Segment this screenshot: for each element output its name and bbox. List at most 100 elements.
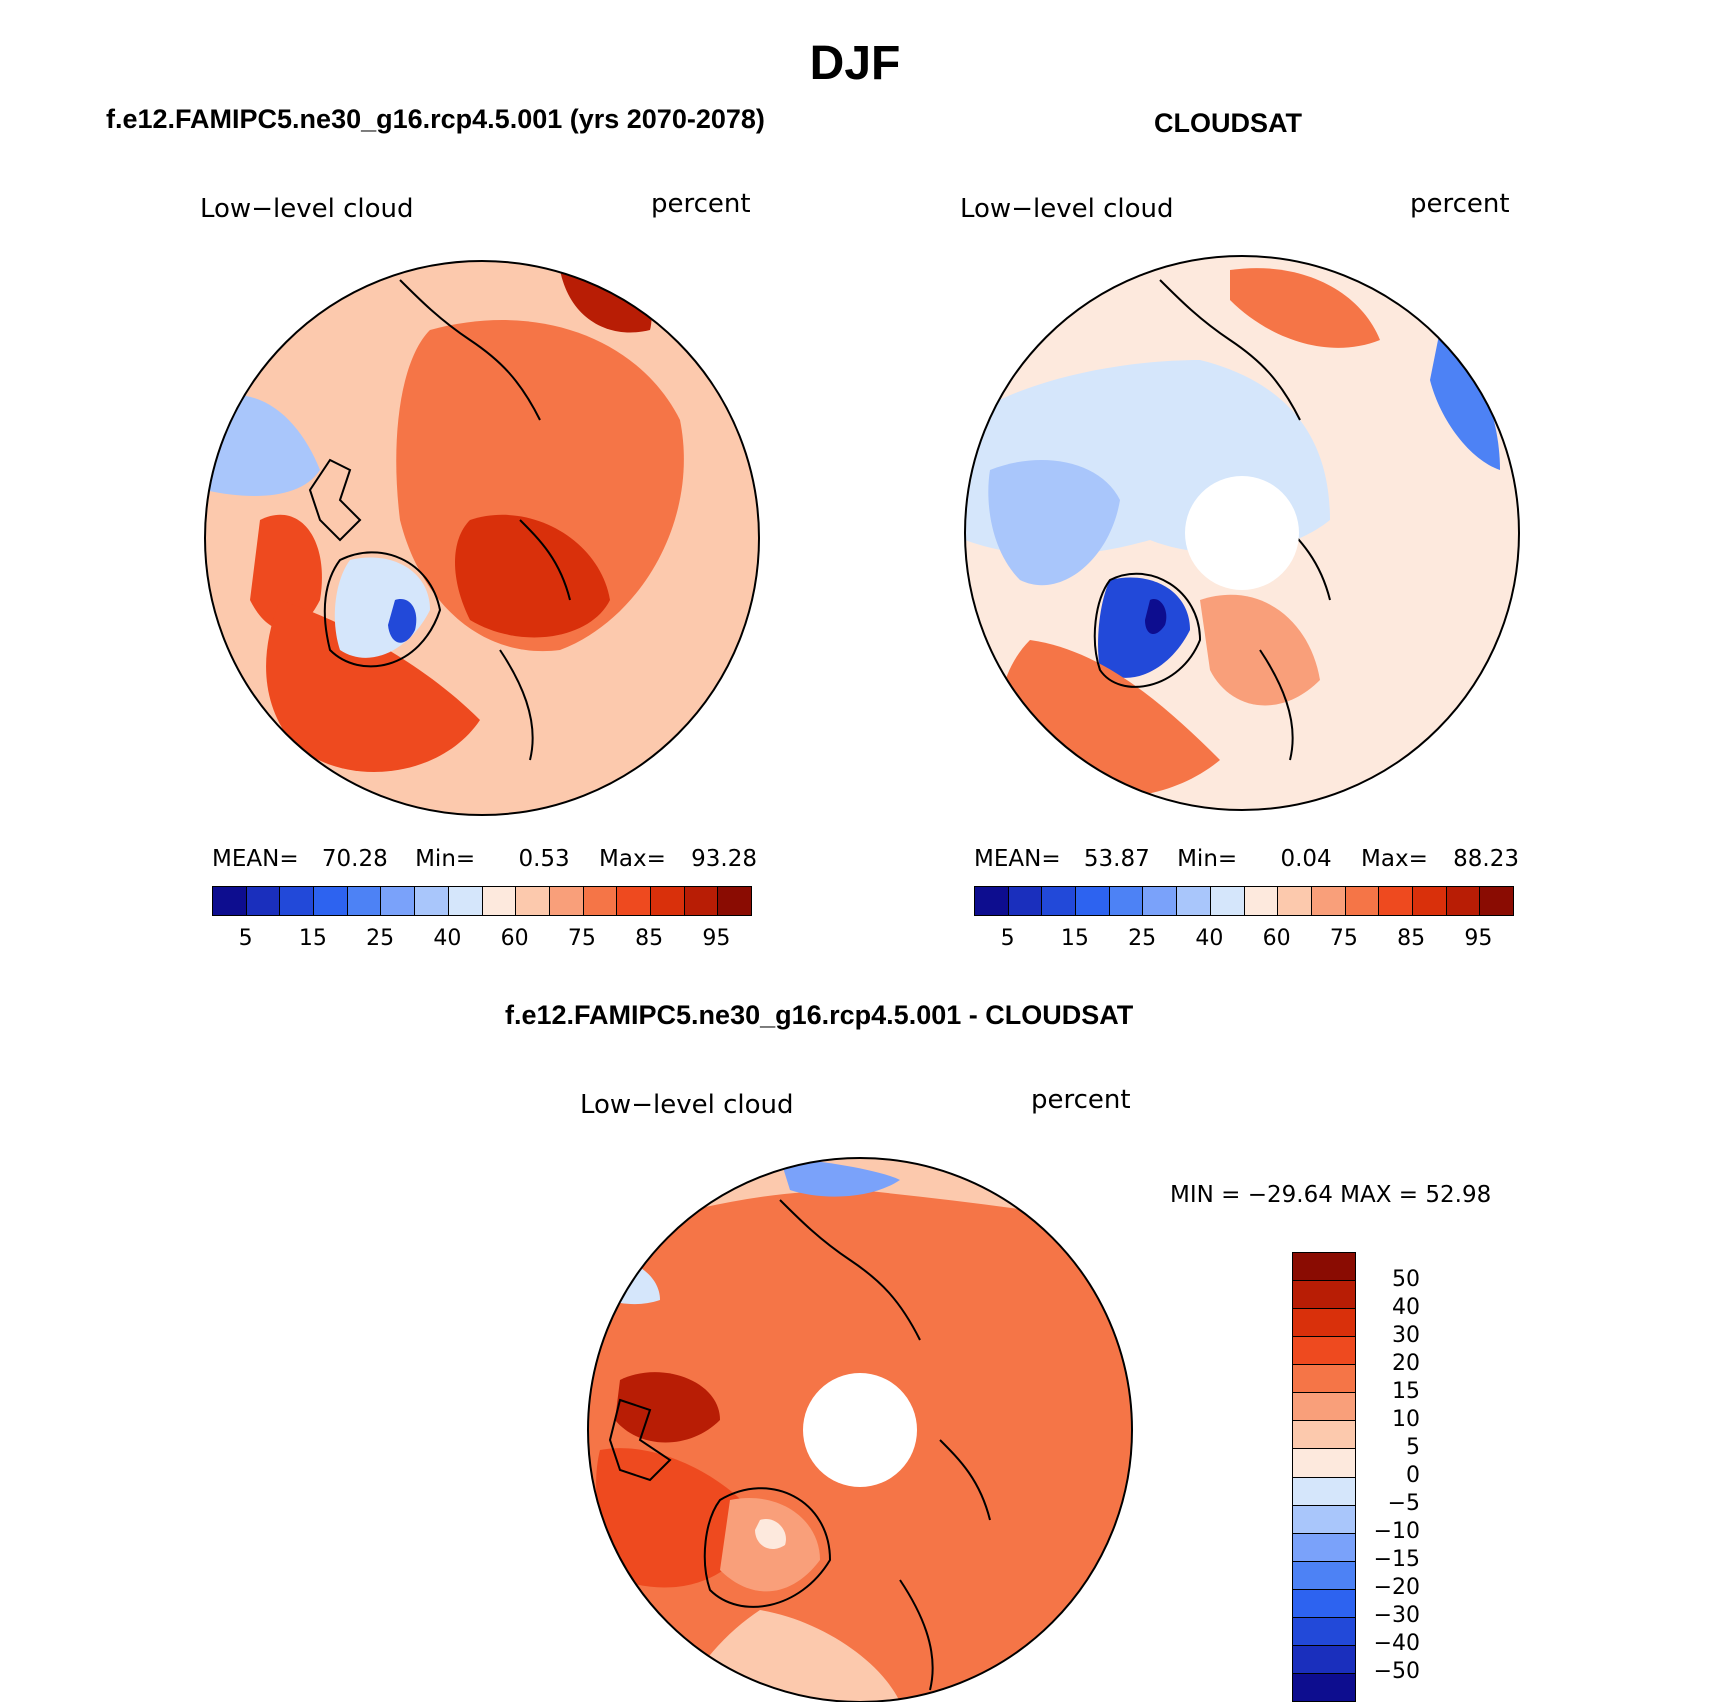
panel2-colorbar — [974, 886, 1514, 916]
panel3-colorbar-box — [1293, 1504, 1355, 1533]
panel1-colorbar-box — [683, 887, 718, 915]
panel3-colorbar-tick-label: 10 — [1392, 1407, 1420, 1432]
panel2-colorbar-box — [1277, 887, 1311, 915]
panel1-colorbar-tick-label: 60 — [500, 926, 529, 951]
panel3-colorbar-box — [1293, 1588, 1355, 1617]
panel2-colorbar-tick-label: 75 — [1329, 926, 1358, 951]
panel2-colorbar-box — [1209, 887, 1244, 915]
panel3-colorbar-tick-label: 15 — [1392, 1379, 1420, 1404]
panel2-colorbar-box — [1176, 887, 1210, 915]
panel3-colorbar-box — [1293, 1308, 1355, 1337]
panel2-colorbar-box — [1108, 887, 1143, 915]
panel2-min-label: Min= — [1177, 846, 1238, 872]
panel1-atlantic-region — [266, 600, 480, 773]
panel3-colorbar-box — [1293, 1253, 1355, 1281]
panel2-colorbar-tick-label: 85 — [1397, 926, 1426, 951]
panel1-colorbar-box — [380, 887, 415, 915]
panel3-title: f.e12.FAMIPC5.ne30_g16.rcp4.5.001 - CLOU… — [505, 1000, 1134, 1030]
panel2-colorbar-box — [1041, 887, 1076, 915]
panel2-mean-value: 53.87 — [1083, 846, 1150, 872]
panel2-colorbar-box — [1411, 887, 1446, 915]
panel3-continent-outlines — [779, 1199, 991, 1691]
panel1-title: f.e12.FAMIPC5.ne30_g16.rcp4.5.001 (yrs 2… — [106, 104, 765, 134]
panel1-greenland-min — [388, 599, 417, 643]
panel1-map-border — [204, 260, 760, 816]
panel1-colorbar-tick-label: 5 — [238, 926, 253, 951]
panel2-greenland-min — [1098, 577, 1190, 678]
panel1-colorbar-box — [245, 887, 280, 915]
panel1-stats: MEAN= 70.28 Min= 0.53 Max= 93.28 — [212, 846, 757, 872]
panel3-map-border — [587, 1157, 1133, 1702]
panel3-colorbar-tick-label: 5 — [1406, 1435, 1420, 1460]
panel2-colorbar-box — [1142, 887, 1177, 915]
panel2-colorbar-tick-label: 60 — [1262, 926, 1291, 951]
panel2-colorbar-box — [1479, 887, 1513, 915]
panel1-colorbar-tick-label: 95 — [702, 926, 731, 951]
panel2-colorbar-box — [1075, 887, 1109, 915]
panel1-coastline — [308, 458, 362, 542]
panel2-colorbar-box — [1344, 887, 1379, 915]
panel3-colorbar-tick-label: 40 — [1392, 1295, 1420, 1320]
panel3-colorbar-tick-label: −10 — [1373, 1519, 1420, 1544]
panel3-variable-label: Low−level cloud — [580, 1090, 794, 1120]
panel2-colorbar-box — [1007, 887, 1042, 915]
panel1-colorbar-tick-label: 25 — [366, 926, 395, 951]
panel3-colorbar-tick-label: −40 — [1373, 1631, 1420, 1656]
panel1-greenland-coast — [323, 551, 442, 668]
panel2-colorbar-box — [975, 887, 1008, 915]
panel3-colorbar-tick-label: −50 — [1373, 1659, 1420, 1684]
panel3-north-blue — [780, 1158, 900, 1197]
panel3-canada-hot — [596, 1448, 760, 1588]
panel3-colorbar-tick-label: 50 — [1392, 1267, 1420, 1292]
panel3-colorbar-tick-label: −30 — [1373, 1603, 1420, 1628]
panel2-pacific-warm — [1230, 268, 1380, 348]
panel3-colorbar-tick-label: −5 — [1387, 1491, 1420, 1516]
panel2-canada-blue — [988, 460, 1120, 586]
panel1-min-value: 0.53 — [518, 846, 570, 872]
panel1-colorbar-box — [616, 887, 650, 915]
panel3-colorbar-box — [1293, 1420, 1355, 1449]
panel3-colorbar-box — [1293, 1672, 1355, 1701]
panel3-colorbar-box — [1293, 1364, 1355, 1393]
panel2-max-label: Max= — [1361, 846, 1428, 872]
panel2-polar-gap — [1185, 476, 1299, 590]
panel3-stats: MIN = −29.64 MAX = 52.98 — [1170, 1182, 1492, 1208]
panel2-stats: MEAN= 53.87 Min= 0.04 Max= 88.23 — [974, 846, 1519, 872]
panel2-colorbar-box — [1310, 887, 1345, 915]
panel2-units-label: percent — [1410, 189, 1510, 219]
panel2-colorbar-tick-label: 5 — [1000, 926, 1015, 951]
panel2-greenland-core — [1145, 599, 1167, 635]
panel3-colorbar-box — [1293, 1448, 1355, 1477]
panel1-min-label: Min= — [415, 846, 476, 872]
panel2-colorbar-ticks: 5 15 25 40 60 75 85 95 — [974, 926, 1512, 954]
panel3-colorbar — [1292, 1252, 1356, 1702]
panel3-hot-spot — [615, 1372, 720, 1443]
panel2-colorbar-tick-label: 95 — [1464, 926, 1493, 951]
panel1-colorbar-box — [346, 887, 381, 915]
panel2-title: CLOUDSAT — [1154, 108, 1302, 138]
figure-title: DJF — [809, 37, 901, 90]
panel3-greenland-light — [755, 1519, 786, 1550]
panel2-pacific-blue — [1430, 330, 1500, 470]
panel3-colorbar-tick-label: −15 — [1373, 1547, 1420, 1572]
panel1-colorbar-tick-label: 85 — [635, 926, 664, 951]
panel1-variable-label: Low−level cloud — [200, 194, 414, 224]
panel1-max-label: Max= — [599, 846, 666, 872]
panel1-colorbar-tick-label: 15 — [298, 926, 327, 951]
panel3-colorbar-box — [1293, 1336, 1355, 1365]
panel3-colorbar-tick-label: 0 — [1406, 1463, 1420, 1488]
panel1-mean-value: 70.28 — [321, 846, 388, 872]
panel3-colorbar-box — [1293, 1644, 1355, 1673]
panel1-colorbar-box — [447, 887, 482, 915]
panel2-colorbar-box — [1378, 887, 1412, 915]
panel3-greenland-coast — [703, 1487, 832, 1608]
panel1-colorbar-box — [213, 887, 246, 915]
panel2-variable-label: Low−level cloud — [960, 194, 1174, 224]
panel1-colorbar — [212, 886, 752, 916]
panel3-units-label: percent — [1031, 1085, 1131, 1115]
panel3-colorbar-box — [1293, 1616, 1355, 1645]
panel1-colorbar-box — [582, 887, 617, 915]
panel1-colorbar-ticks: 5 15 25 40 60 75 85 95 — [212, 926, 750, 954]
